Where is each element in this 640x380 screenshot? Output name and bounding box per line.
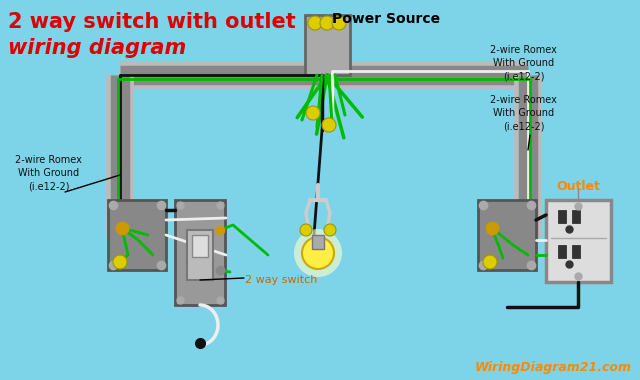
Bar xyxy=(558,245,566,258)
Wedge shape xyxy=(322,118,336,132)
Bar xyxy=(572,245,580,258)
Wedge shape xyxy=(320,16,334,30)
Wedge shape xyxy=(324,224,336,236)
Wedge shape xyxy=(332,16,346,30)
Text: 2 way switch with outlet: 2 way switch with outlet xyxy=(8,12,296,32)
Wedge shape xyxy=(308,16,322,30)
Bar xyxy=(305,15,350,75)
Wedge shape xyxy=(113,255,127,269)
Bar xyxy=(478,200,536,270)
Circle shape xyxy=(294,229,342,277)
Text: 2 way switch: 2 way switch xyxy=(245,275,317,285)
Bar xyxy=(187,230,213,280)
Text: wiring diagram: wiring diagram xyxy=(8,38,186,58)
Text: 2-wire Romex
With Ground
(i.e12-2): 2-wire Romex With Ground (i.e12-2) xyxy=(490,45,557,81)
Text: 2-wire Romex
With Ground
(i.e12-2): 2-wire Romex With Ground (i.e12-2) xyxy=(15,155,82,192)
Text: Outlet: Outlet xyxy=(556,180,600,193)
Text: 2-wire Romex
With Ground
(i.e12-2): 2-wire Romex With Ground (i.e12-2) xyxy=(490,95,557,131)
Bar xyxy=(546,200,611,282)
Bar xyxy=(558,210,566,223)
Wedge shape xyxy=(306,106,320,120)
Text: WiringDiagram21.com: WiringDiagram21.com xyxy=(475,361,632,374)
Bar xyxy=(312,235,324,249)
Bar xyxy=(175,200,225,305)
Wedge shape xyxy=(300,224,312,236)
Bar xyxy=(572,210,580,223)
Bar xyxy=(192,235,208,257)
Text: Power Source: Power Source xyxy=(332,12,440,26)
Wedge shape xyxy=(483,255,497,269)
Bar xyxy=(108,200,166,270)
Circle shape xyxy=(302,237,334,269)
